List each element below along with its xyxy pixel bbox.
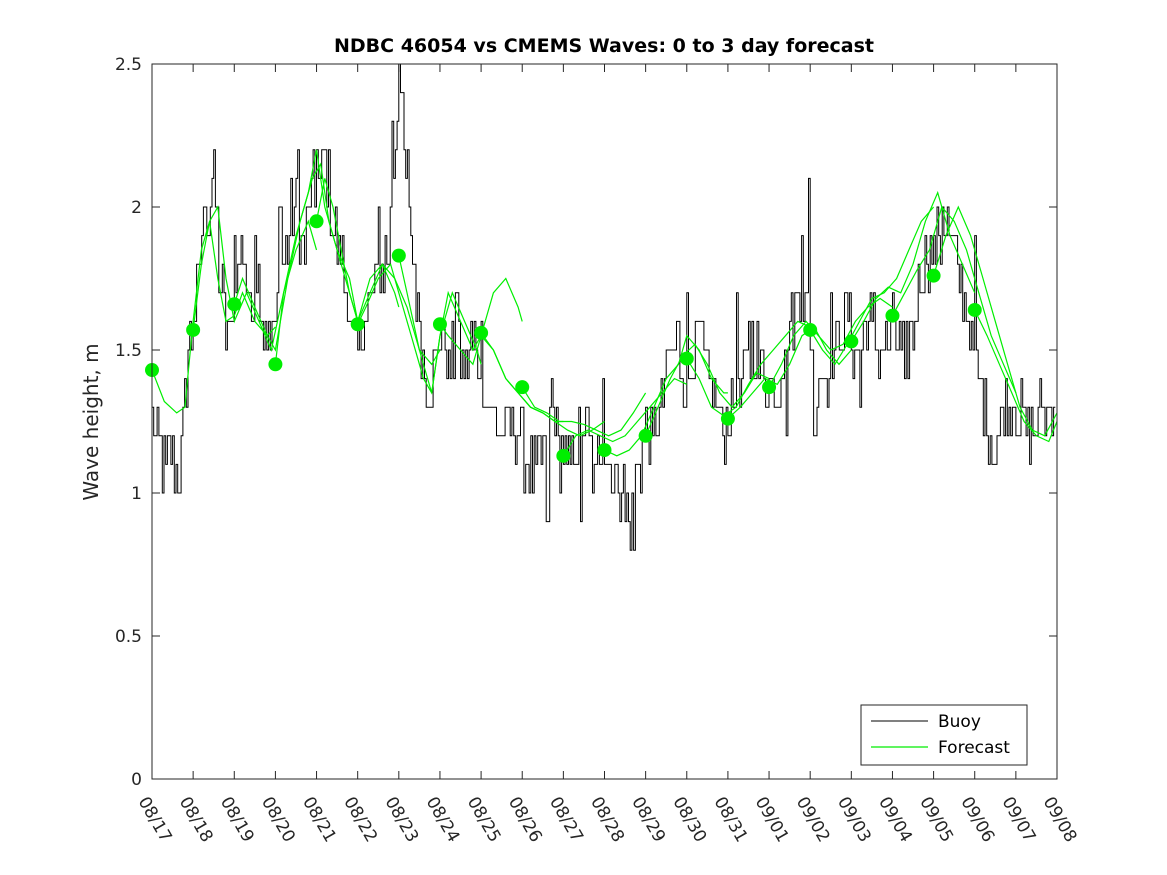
forecast-marker-14 <box>720 411 735 426</box>
forecast-series-line-11 <box>604 334 728 457</box>
forecast-marker-9 <box>515 380 530 395</box>
forecast-marker-16 <box>803 322 818 337</box>
legend-box <box>860 704 1028 766</box>
forecast-marker-15 <box>762 380 777 395</box>
forecast-series-line-13 <box>686 320 811 417</box>
forecast-marker-11 <box>597 443 612 458</box>
forecast-marker-17 <box>844 334 859 349</box>
legend-forecast-label: Forecast <box>938 738 1010 758</box>
forecast-series-line-20 <box>974 309 1057 443</box>
forecast-marker-8 <box>474 325 489 340</box>
y-axis-label: Wave height, m <box>79 343 103 500</box>
forecast-marker-1 <box>186 322 201 337</box>
forecast-marker-6 <box>391 248 406 263</box>
y-tick-label-5: 2.5 <box>115 55 142 75</box>
forecast-series-line-17 <box>850 190 976 342</box>
forecast-marker-3 <box>268 357 283 372</box>
forecast-marker-2 <box>227 297 242 312</box>
forecast-series-line-18 <box>891 205 1017 394</box>
forecast-series-line-9 <box>521 386 647 437</box>
forecast-series-line-5 <box>357 262 482 395</box>
buoy-series-line <box>152 64 1056 551</box>
forecast-marker-13 <box>679 351 694 366</box>
plot-area <box>152 64 1057 551</box>
forecast-series-line-0 <box>152 221 276 414</box>
forecast-series-line-12 <box>645 343 770 437</box>
forecast-series-line-6 <box>398 255 523 394</box>
y-tick-label-3: 1.5 <box>115 341 142 361</box>
forecast-marker-4 <box>309 214 324 229</box>
y-tick-label-0: 0 <box>131 770 142 790</box>
forecast-marker-18 <box>885 308 900 323</box>
forecast-marker-20 <box>967 302 982 317</box>
forecast-marker-12 <box>638 428 653 443</box>
forecast-series-line-14 <box>727 326 852 420</box>
forecast-series-line-16 <box>809 206 935 366</box>
forecast-series-line-1 <box>192 205 318 352</box>
forecast-series-line-8 <box>480 332 605 437</box>
y-tick-label-2: 1 <box>131 484 142 504</box>
forecast-series-line-15 <box>768 297 893 388</box>
y-tick-label-1: 0.5 <box>115 627 142 647</box>
legend-buoy-label: Buoy <box>938 712 981 732</box>
forecast-series-line-19 <box>933 205 1057 437</box>
chart-title: NDBC 46054 vs CMEMS Waves: 0 to 3 day fo… <box>334 35 874 57</box>
forecast-marker-19 <box>926 268 941 283</box>
forecast-marker-5 <box>350 317 365 332</box>
legend: Buoy Forecast <box>860 704 1028 766</box>
forecast-marker-10 <box>556 448 571 463</box>
y-tick-label-4: 2 <box>131 198 142 218</box>
forecast-marker-7 <box>432 317 447 332</box>
